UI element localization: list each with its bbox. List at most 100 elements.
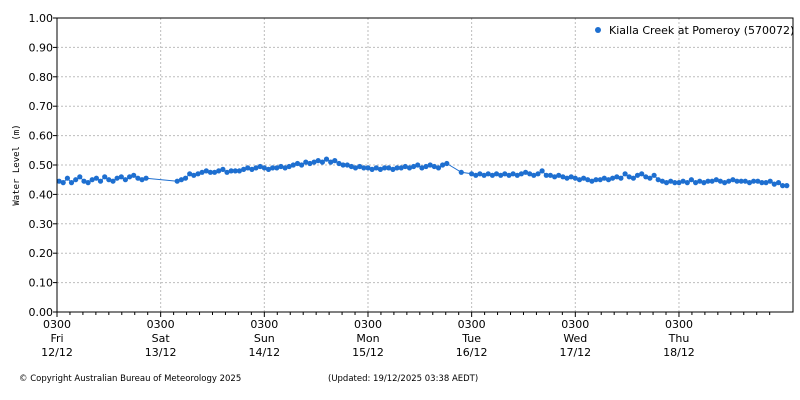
data-point: [212, 169, 218, 175]
legend-marker: [595, 27, 601, 33]
data-point: [440, 162, 446, 168]
data-point: [775, 180, 782, 186]
data-point: [97, 178, 104, 184]
data-point: [139, 177, 145, 183]
data-point: [564, 175, 570, 181]
data-point: [328, 159, 334, 165]
data-point: [547, 172, 554, 178]
data-point: [419, 165, 425, 171]
data-point: [751, 178, 757, 184]
data-point: [261, 165, 267, 171]
data-point: [755, 178, 761, 184]
data-point: [315, 158, 321, 164]
data-point: [199, 169, 205, 175]
data-point: [278, 163, 284, 170]
y-axis: 0.00 0.10 0.20 0.30 0.40 0.50 0.60 0.70 0.80 0.90…: [29, 12, 57, 319]
data-point: [323, 156, 330, 162]
data-point: [122, 177, 128, 183]
x-tick-label-line: 18/12: [663, 346, 695, 359]
x-tick-label-line: 15/12: [352, 346, 384, 359]
data-point: [187, 171, 193, 177]
grid-lines: [57, 18, 793, 312]
x-tick-label-line: 0300: [665, 318, 693, 331]
data-point: [601, 175, 607, 181]
data-point: [373, 165, 379, 171]
data-point: [81, 178, 87, 184]
data-point: [377, 166, 383, 172]
data-point: [506, 172, 512, 178]
data-point: [614, 174, 620, 180]
data-point: [195, 171, 201, 177]
data-point: [535, 171, 541, 177]
y-tick-label: 0.30: [29, 218, 54, 231]
data-point: [56, 178, 62, 184]
data-point: [340, 162, 346, 168]
data-point: [444, 160, 450, 167]
data-point: [493, 171, 500, 177]
data-point: [514, 172, 520, 178]
x-tick-label-line: Mon: [356, 332, 379, 345]
data-point: [502, 171, 508, 177]
data-point: [299, 162, 305, 168]
data-point: [693, 180, 699, 186]
data-point: [485, 171, 491, 177]
data-point: [415, 162, 421, 168]
y-tick-label: 0.10: [29, 277, 54, 290]
data-point: [709, 178, 715, 184]
data-point: [228, 168, 234, 174]
data-point: [220, 166, 226, 172]
data-point: [581, 175, 587, 181]
data-point: [597, 177, 603, 183]
data-point: [759, 180, 765, 186]
x-tick-label-line: 17/12: [559, 346, 591, 359]
data-point: [290, 162, 296, 168]
data-point: [332, 158, 338, 164]
data-point: [64, 175, 70, 181]
y-tick-label: 0.00: [29, 306, 54, 319]
data-point: [585, 177, 591, 183]
data-point: [701, 180, 707, 186]
data-point: [224, 169, 230, 175]
data-point: [174, 178, 180, 184]
x-axis: 0300Fri12/120300Sat13/120300Sun14/120300…: [41, 312, 771, 359]
data-point: [118, 174, 124, 180]
data-point: [688, 177, 695, 183]
data-point: [307, 160, 313, 167]
y-tick-label: 0.40: [29, 188, 54, 201]
data-point: [556, 172, 562, 178]
data-point: [274, 165, 280, 171]
data-point: [303, 159, 309, 165]
data-point: [85, 180, 91, 186]
legend-entry: Kialla Creek at Pomeroy (570072): [609, 24, 794, 37]
data-point: [634, 172, 641, 178]
data-point: [294, 160, 301, 167]
data-point: [531, 172, 537, 178]
x-tick-label-line: 16/12: [456, 346, 488, 359]
data-point: [77, 174, 83, 180]
data-point: [730, 177, 736, 183]
data-point: [245, 165, 251, 171]
data-point: [473, 172, 479, 178]
data-point: [182, 175, 189, 181]
data-point: [106, 177, 112, 183]
data-point: [523, 169, 529, 175]
data-point: [481, 172, 487, 178]
data-point: [435, 165, 442, 171]
data-point: [738, 178, 744, 184]
data-point: [114, 175, 120, 181]
data-point: [60, 180, 66, 186]
data-point: [203, 168, 209, 174]
data-point: [427, 162, 433, 168]
data-point: [241, 166, 247, 172]
x-tick-label-line: 0300: [147, 318, 175, 331]
data-point: [110, 178, 116, 184]
plot-frame: [56, 17, 794, 313]
x-tick-label-line: Sat: [152, 332, 171, 345]
y-tick-label: 0.50: [29, 159, 54, 172]
data-point: [89, 177, 95, 183]
data-point: [639, 171, 645, 177]
data-point: [135, 175, 141, 181]
